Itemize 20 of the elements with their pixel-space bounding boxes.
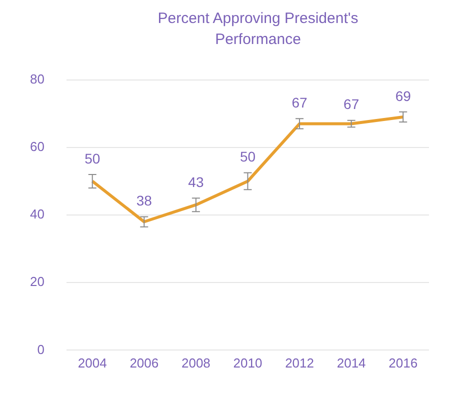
x-tick-label: 2014 — [336, 356, 366, 371]
chart-title: Percent Approving President's Performance — [156, 9, 360, 50]
data-label: 67 — [344, 96, 360, 112]
x-tick-label: 2016 — [388, 356, 418, 371]
data-label: 43 — [188, 174, 204, 190]
data-label: 50 — [240, 148, 256, 165]
y-tick-label: 40 — [30, 206, 44, 222]
x-tick-label: 2006 — [130, 356, 159, 371]
x-tick-label: 2010 — [233, 356, 262, 371]
data-label: 50 — [84, 150, 100, 166]
y-tick-label: 60 — [30, 138, 44, 154]
y-tick-label: 0 — [37, 342, 44, 357]
y-tick-label: 20 — [30, 274, 44, 290]
x-tick-label: 2004 — [78, 356, 107, 371]
x-tick-label: 2012 — [285, 356, 314, 371]
data-label: 38 — [136, 192, 152, 209]
data-label: 69 — [395, 88, 412, 104]
data-label: 67 — [292, 94, 308, 111]
y-tick-label: 80 — [30, 71, 44, 86]
x-tick-label: 2008 — [181, 356, 210, 371]
